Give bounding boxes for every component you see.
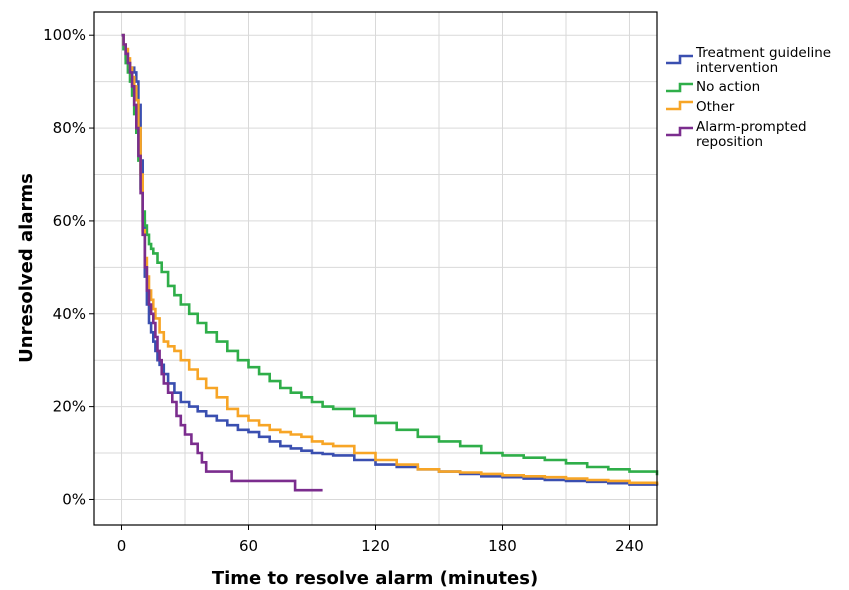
series-no-action — [121, 33, 659, 476]
legend-label-treatment: Treatment guideline — [695, 45, 831, 61]
x-axis-ticks: 0 60 120 180 240 — [117, 525, 644, 555]
legend-label-reposition-line2: reposition — [696, 134, 763, 150]
legend: Treatment guideline intervention No acti… — [666, 45, 831, 150]
legend-swatch-no-action — [666, 82, 693, 93]
legend-label-treatment-line2: intervention — [696, 60, 778, 76]
y-tick-label: 80% — [53, 119, 86, 137]
y-axis-ticks: 0% 20% 40% 60% 80% 100% — [43, 26, 94, 508]
x-tick-label: 120 — [361, 537, 390, 555]
y-axis-title: Unresolved alarms — [16, 173, 37, 363]
legend-item-other: Other — [666, 99, 735, 115]
y-tick-label: 60% — [53, 212, 86, 230]
legend-label-reposition: Alarm-prompted — [696, 119, 807, 135]
legend-label-no-action: No action — [696, 79, 760, 95]
y-tick-label: 0% — [62, 490, 86, 508]
x-axis-title: Time to resolve alarm (minutes) — [212, 568, 538, 589]
legend-label-other: Other — [696, 99, 735, 115]
y-tick-label: 40% — [53, 305, 86, 323]
legend-swatch-other — [666, 100, 693, 111]
legend-swatch-reposition — [666, 126, 693, 137]
y-tick-label: 100% — [43, 26, 86, 44]
series-alarm-reposition — [121, 33, 323, 492]
legend-swatch-treatment — [666, 54, 693, 65]
x-tick-label: 0 — [117, 537, 127, 555]
series-treatment-guideline — [121, 33, 659, 486]
x-tick-label: 60 — [239, 537, 258, 555]
grid — [94, 12, 657, 525]
legend-item-treatment: Treatment guideline intervention — [666, 45, 831, 76]
series-other — [121, 33, 659, 485]
legend-item-reposition: Alarm-prompted reposition — [666, 119, 807, 150]
legend-item-no-action: No action — [666, 79, 760, 95]
y-tick-label: 20% — [53, 398, 86, 416]
x-tick-label: 240 — [615, 537, 644, 555]
series-layer — [121, 33, 659, 492]
x-tick-label: 180 — [488, 537, 517, 555]
